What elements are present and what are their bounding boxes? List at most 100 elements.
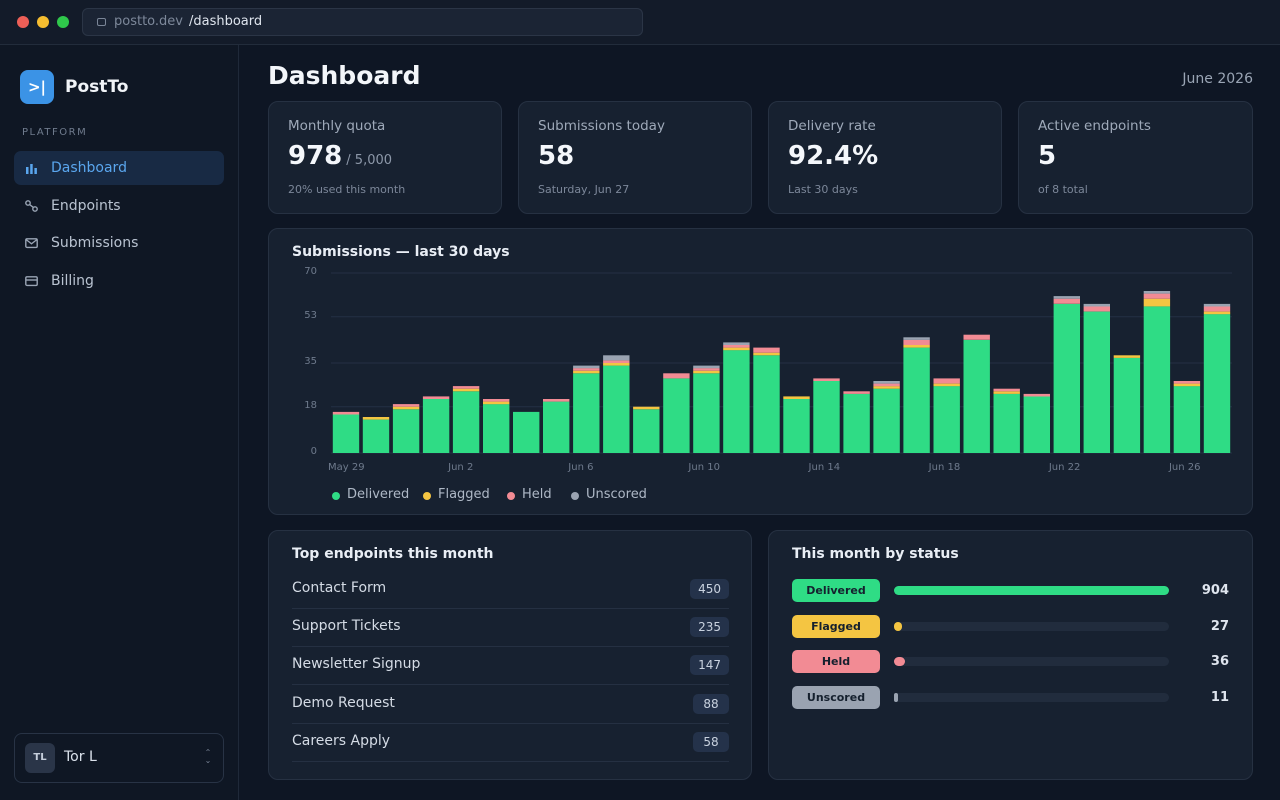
bar-delivered-jun-26[interactable] bbox=[1173, 386, 1201, 453]
bar-held-jun-21[interactable] bbox=[1023, 393, 1050, 397]
bar-flagged-jun-27[interactable] bbox=[1203, 311, 1231, 315]
bar-delivered-jun-11[interactable] bbox=[723, 350, 750, 453]
endpoint-row[interactable]: Contact Form 450 bbox=[292, 571, 729, 609]
minimize-window-button[interactable] bbox=[37, 16, 49, 28]
sidebar-item-billing[interactable]: Billing bbox=[14, 264, 224, 298]
bar-held-jun-11[interactable] bbox=[723, 345, 750, 348]
bar-held-jun-9[interactable] bbox=[663, 373, 690, 379]
endpoint-row[interactable]: Newsletter Signup 147 bbox=[292, 647, 729, 685]
bar-flagged-jun-10[interactable] bbox=[693, 370, 720, 374]
bar-unscored-jun-7[interactable] bbox=[603, 355, 630, 361]
bar-unscored-jun-23[interactable] bbox=[1083, 303, 1110, 307]
sidebar-item-submissions[interactable]: Submissions bbox=[14, 226, 224, 260]
bar-flagged-jun-8[interactable] bbox=[633, 406, 660, 410]
bar-held-jun-27[interactable] bbox=[1203, 306, 1231, 312]
bar-delivered-may-31[interactable] bbox=[392, 409, 420, 453]
bar-unscored-jun-22[interactable] bbox=[1053, 296, 1080, 299]
bar-held-jun-6[interactable] bbox=[573, 368, 600, 371]
sidebar-item-dashboard[interactable]: Dashboard bbox=[14, 151, 224, 185]
bar-held-jun-12[interactable] bbox=[753, 347, 780, 353]
bar-delivered-jun-13[interactable] bbox=[783, 399, 810, 453]
bar-flagged-jun-2[interactable] bbox=[452, 388, 480, 392]
bar-held-jun-20[interactable] bbox=[993, 388, 1020, 392]
bar-flagged-may-30[interactable] bbox=[362, 417, 390, 420]
bar-delivered-jun-2[interactable] bbox=[452, 391, 480, 453]
maximize-window-button[interactable] bbox=[57, 16, 69, 28]
bar-delivered-jun-19[interactable] bbox=[963, 339, 990, 453]
bar-delivered-jun-24[interactable] bbox=[1113, 357, 1141, 453]
bar-flagged-jun-24[interactable] bbox=[1113, 355, 1141, 358]
app-logo[interactable]: >| bbox=[20, 70, 54, 104]
bar-held-jun-14[interactable] bbox=[813, 378, 840, 381]
user-menu[interactable]: TL Tor L ⌃ ⌄ bbox=[14, 733, 224, 783]
bar-delivered-jun-7[interactable] bbox=[603, 365, 630, 453]
endpoint-row[interactable]: Demo Request 88 bbox=[292, 686, 729, 724]
bar-held-jun-23[interactable] bbox=[1083, 306, 1110, 312]
bar-flagged-jun-26[interactable] bbox=[1173, 383, 1201, 387]
bar-held-jun-25[interactable] bbox=[1143, 293, 1171, 299]
bar-held-jun-7[interactable] bbox=[603, 360, 630, 363]
bar-unscored-jun-6[interactable] bbox=[573, 365, 600, 369]
endpoint-row[interactable]: Support Tickets 235 bbox=[292, 609, 729, 647]
bar-held-jun-5[interactable] bbox=[543, 399, 570, 402]
bar-delivered-jun-16[interactable] bbox=[873, 388, 900, 453]
bar-held-jun-18[interactable] bbox=[933, 378, 960, 384]
bar-held-jun-3[interactable] bbox=[483, 399, 510, 402]
bar-delivered-may-30[interactable] bbox=[362, 419, 390, 453]
bar-delivered-jun-14[interactable] bbox=[813, 381, 840, 453]
bar-unscored-jun-25[interactable] bbox=[1143, 291, 1171, 294]
endpoint-row[interactable]: Careers Apply 58 bbox=[292, 724, 729, 762]
bar-flagged-jun-6[interactable] bbox=[573, 370, 600, 374]
bar-unscored-jun-11[interactable] bbox=[723, 342, 750, 345]
bar-held-jun-16[interactable] bbox=[873, 383, 900, 387]
close-window-button[interactable] bbox=[17, 16, 29, 28]
bar-delivered-jun-25[interactable] bbox=[1143, 306, 1171, 453]
bar-flagged-jun-18[interactable] bbox=[933, 383, 960, 387]
bar-unscored-jun-16[interactable] bbox=[873, 381, 900, 384]
bar-delivered-jun-1[interactable] bbox=[422, 399, 450, 453]
bar-delivered-jun-12[interactable] bbox=[753, 355, 780, 453]
bar-delivered-jun-6[interactable] bbox=[573, 373, 600, 453]
bar-held-jun-10[interactable] bbox=[693, 368, 720, 371]
bar-held-may-31[interactable] bbox=[392, 404, 420, 407]
bar-unscored-jun-17[interactable] bbox=[903, 337, 930, 340]
bar-delivered-jun-5[interactable] bbox=[543, 401, 570, 453]
bar-flagged-jun-13[interactable] bbox=[783, 396, 810, 399]
bar-unscored-jun-27[interactable] bbox=[1203, 303, 1231, 307]
bar-delivered-jun-10[interactable] bbox=[693, 373, 720, 453]
bar-held-jun-26[interactable] bbox=[1173, 381, 1201, 384]
bar-delivered-jun-9[interactable] bbox=[663, 378, 690, 453]
bar-delivered-jun-8[interactable] bbox=[633, 409, 660, 453]
bar-delivered-jun-18[interactable] bbox=[933, 386, 960, 453]
bar-delivered-may-29[interactable] bbox=[332, 414, 360, 453]
bar-held-jun-19[interactable] bbox=[963, 334, 990, 340]
bar-held-jun-15[interactable] bbox=[843, 391, 870, 394]
legend-swatch bbox=[571, 492, 579, 500]
bar-flagged-jun-12[interactable] bbox=[753, 352, 780, 356]
bar-flagged-jun-20[interactable] bbox=[993, 391, 1020, 394]
bar-delivered-jun-15[interactable] bbox=[843, 393, 870, 453]
bar-held-jun-1[interactable] bbox=[422, 396, 450, 399]
bar-delivered-jun-21[interactable] bbox=[1023, 396, 1050, 453]
bar-delivered-jun-27[interactable] bbox=[1203, 314, 1231, 453]
bar-delivered-jun-3[interactable] bbox=[483, 404, 510, 453]
bar-delivered-jun-23[interactable] bbox=[1083, 311, 1110, 453]
bar-delivered-jun-17[interactable] bbox=[903, 347, 930, 453]
bar-flagged-jun-16[interactable] bbox=[873, 386, 900, 389]
sidebar-item-endpoints[interactable]: Endpoints bbox=[14, 189, 224, 223]
bar-flagged-jun-25[interactable] bbox=[1143, 298, 1171, 307]
bar-held-jun-2[interactable] bbox=[452, 386, 480, 389]
bar-delivered-jun-20[interactable] bbox=[993, 393, 1020, 453]
bar-flagged-jun-3[interactable] bbox=[483, 401, 510, 405]
address-bar[interactable]: postto.dev/dashboard bbox=[82, 8, 643, 36]
bar-flagged-may-31[interactable] bbox=[392, 406, 420, 410]
bar-flagged-jun-11[interactable] bbox=[723, 347, 750, 351]
bar-held-jun-17[interactable] bbox=[903, 339, 930, 345]
bar-held-may-29[interactable] bbox=[332, 411, 360, 415]
bar-delivered-jun-22[interactable] bbox=[1053, 303, 1080, 453]
bar-flagged-jun-7[interactable] bbox=[603, 363, 630, 366]
bar-unscored-jun-10[interactable] bbox=[693, 365, 720, 369]
bar-held-jun-22[interactable] bbox=[1053, 298, 1080, 304]
bar-flagged-jun-17[interactable] bbox=[903, 345, 930, 348]
bar-delivered-jun-4[interactable] bbox=[513, 411, 540, 453]
